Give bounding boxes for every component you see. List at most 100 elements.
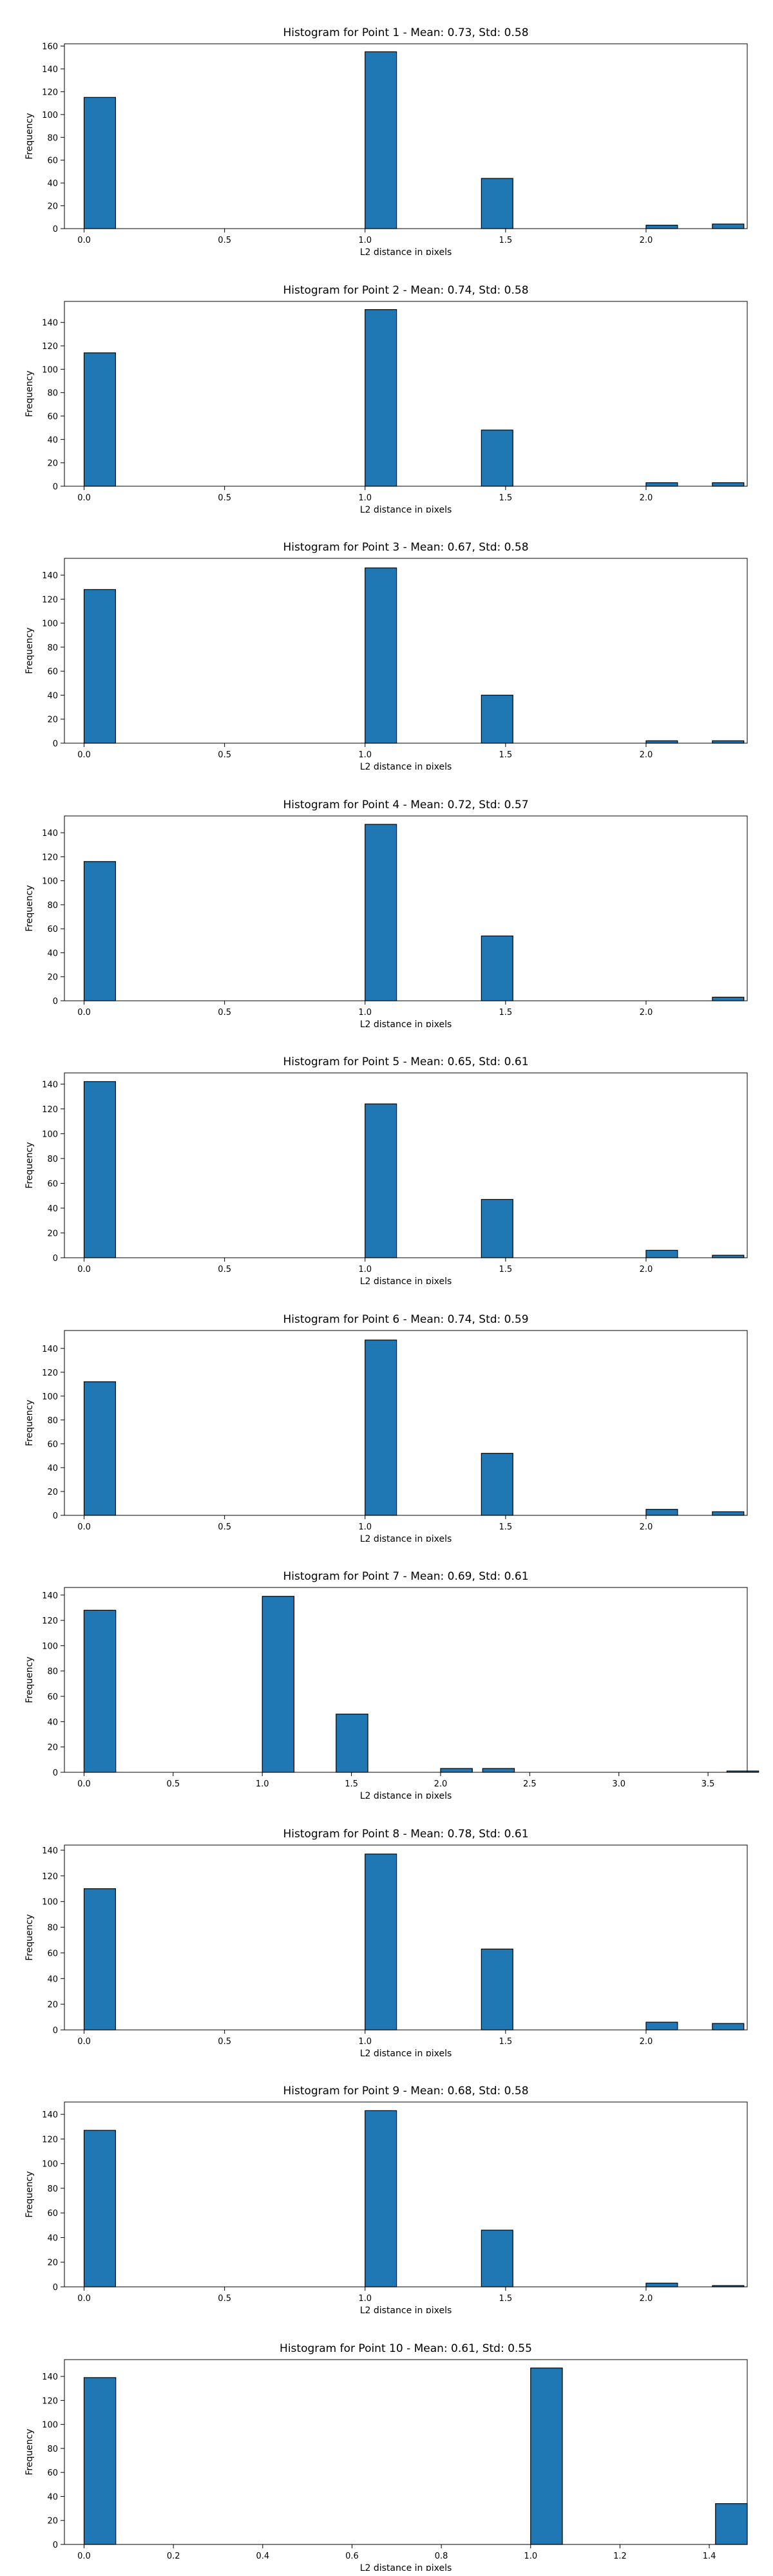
y-tick-label: 40 — [47, 179, 58, 189]
histogram-bar — [645, 1508, 678, 1516]
y-tick-label: 100 — [42, 2160, 58, 2170]
y-tick-label: 40 — [47, 691, 58, 701]
y-tick-label: 140 — [42, 2110, 58, 2120]
y-tick-label: 120 — [42, 1105, 58, 1115]
histogram-bar — [481, 1452, 513, 1516]
y-tick-label: 60 — [47, 667, 58, 677]
x-axis-label: L2 distance in pixels — [360, 1019, 452, 1027]
chart-title: Histogram for Point 1 - Mean: 0.73, Std:… — [283, 26, 528, 39]
y-tick-label: 20 — [47, 2000, 58, 2010]
y-tick-label: 60 — [47, 2468, 58, 2478]
x-tick-label: 0.5 — [218, 2294, 231, 2304]
histogram-bar — [481, 935, 513, 1001]
chart-title: Histogram for Point 3 - Mean: 0.67, Std:… — [283, 541, 528, 554]
x-axis-label: L2 distance in pixels — [360, 2306, 452, 2313]
histogram-bar — [645, 2021, 678, 2031]
x-tick-label: 2.5 — [523, 1779, 537, 1789]
y-tick-label: 100 — [42, 620, 58, 629]
histogram-bar — [365, 1853, 397, 2031]
y-tick-label: 140 — [42, 1591, 58, 1601]
x-tick-label: 0.5 — [218, 236, 231, 245]
histogram-bar — [83, 97, 116, 229]
histogram-bar — [645, 225, 678, 229]
x-tick-label: 0.5 — [218, 493, 231, 503]
y-tick-label: 100 — [42, 1897, 58, 1907]
y-tick-label: 0 — [53, 1511, 58, 1521]
x-tick-label: 1.5 — [499, 1522, 513, 1532]
y-tick-label: 120 — [42, 853, 58, 862]
y-tick-label: 20 — [47, 1487, 58, 1497]
y-tick-label: 100 — [42, 1642, 58, 1651]
y-tick-label: 40 — [47, 1718, 58, 1727]
histogram-bar — [365, 1339, 397, 1516]
y-axis-label: Frequency — [24, 370, 35, 417]
histogram-chart-9: Histogram for Point 9 - Mean: 0.68, Std:… — [24, 2085, 748, 2313]
x-tick-label: 0.8 — [435, 2552, 448, 2561]
chart-title: Histogram for Point 6 - Mean: 0.74, Std:… — [283, 1313, 528, 1326]
x-tick-label: 1.0 — [256, 1779, 269, 1789]
histogram-bar — [712, 482, 745, 487]
x-tick-label: 2.0 — [640, 493, 653, 503]
y-tick-label: 120 — [42, 342, 58, 352]
y-tick-label: 100 — [42, 1392, 58, 1401]
x-tick-label: 0.0 — [77, 493, 91, 503]
x-tick-label: 0.5 — [218, 1008, 231, 1018]
histogram-bar — [83, 1081, 116, 1258]
y-tick-label: 60 — [47, 1439, 58, 1449]
y-tick-label: 120 — [42, 2396, 58, 2406]
x-tick-label: 3.5 — [701, 1779, 715, 1789]
y-tick-label: 120 — [42, 1616, 58, 1626]
y-tick-label: 20 — [47, 715, 58, 725]
x-tick-label: 2.0 — [640, 1008, 653, 1018]
histogram-bar — [712, 1255, 745, 1258]
y-axis-label: Frequency — [24, 2429, 35, 2475]
x-tick-label: 1.0 — [524, 2552, 537, 2561]
histogram-chart-7: Histogram for Point 7 - Mean: 0.69, Std:… — [24, 1570, 759, 1799]
x-tick-label: 1.5 — [499, 236, 513, 245]
y-tick-label: 60 — [47, 156, 58, 166]
histogram-bar — [481, 2230, 513, 2287]
histogram-bar — [365, 823, 397, 1001]
y-tick-label: 40 — [47, 1975, 58, 1984]
x-tick-label: 0.2 — [167, 2552, 180, 2561]
y-tick-label: 40 — [47, 1463, 58, 1473]
chart-title: Histogram for Point 4 - Mean: 0.72, Std:… — [283, 799, 528, 811]
y-tick-label: 100 — [42, 2420, 58, 2430]
y-tick-label: 120 — [42, 1871, 58, 1881]
x-tick-label: 1.0 — [358, 493, 372, 503]
histogram-bar — [365, 51, 397, 229]
histogram-bar — [83, 1609, 117, 1773]
y-tick-label: 0 — [53, 1254, 58, 1264]
y-tick-label: 0 — [53, 2026, 58, 2036]
x-tick-label: 0.5 — [218, 750, 231, 760]
histogram-bar — [645, 740, 678, 744]
y-axis-label: Frequency — [24, 885, 35, 931]
y-tick-label: 0 — [53, 482, 58, 492]
chart-title: Histogram for Point 7 - Mean: 0.69, Std:… — [283, 1570, 528, 1583]
y-tick-label: 40 — [47, 949, 58, 958]
x-tick-label: 0.4 — [256, 2552, 269, 2561]
x-tick-label: 0.5 — [218, 1522, 231, 1532]
chart-title: Histogram for Point 9 - Mean: 0.68, Std:… — [283, 2085, 528, 2098]
x-tick-label: 1.2 — [613, 2552, 627, 2561]
histogram-bar — [481, 694, 513, 744]
y-tick-label: 80 — [47, 2444, 58, 2454]
x-axis-label: L2 distance in pixels — [360, 1276, 452, 1284]
y-tick-label: 60 — [47, 1949, 58, 1958]
y-tick-label: 0 — [53, 2541, 58, 2550]
y-tick-label: 0 — [53, 739, 58, 749]
x-tick-label: 1.0 — [358, 2294, 372, 2304]
y-tick-label: 0 — [53, 225, 58, 234]
histogram-bar — [481, 1948, 513, 2031]
histogram-bar — [365, 567, 397, 744]
y-tick-label: 20 — [47, 972, 58, 982]
y-axis-label: Frequency — [24, 1399, 35, 1446]
y-tick-label: 80 — [47, 1923, 58, 1933]
histogram-bar — [83, 860, 116, 1001]
y-tick-label: 20 — [47, 1743, 58, 1753]
y-tick-label: 100 — [42, 1130, 58, 1139]
x-tick-label: 1.5 — [499, 1265, 513, 1274]
y-tick-label: 80 — [47, 1667, 58, 1677]
y-tick-label: 120 — [42, 88, 58, 97]
